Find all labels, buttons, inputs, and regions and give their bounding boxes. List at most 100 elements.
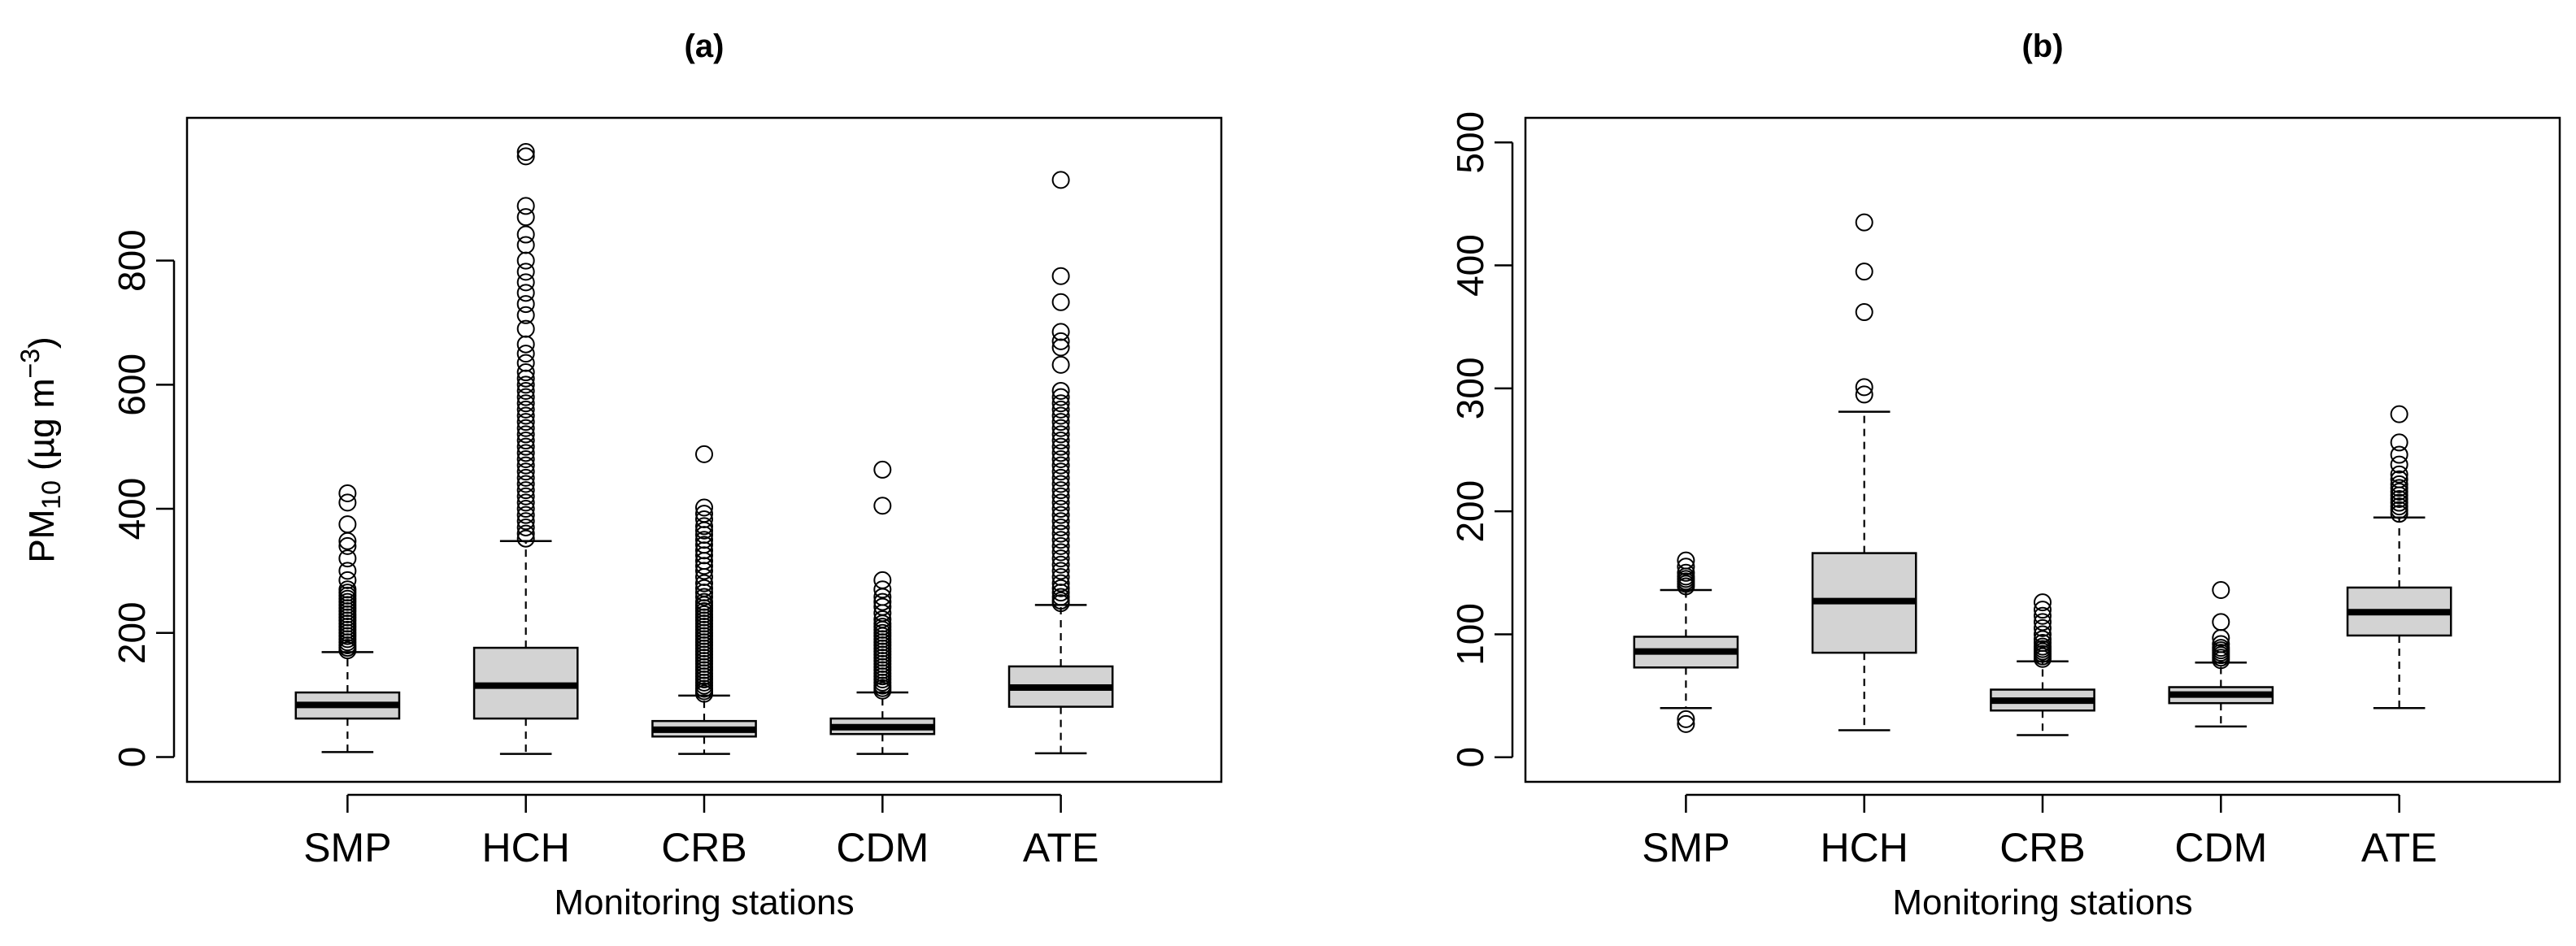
- outlier-point: [1051, 323, 1070, 341]
- outlier-point: [516, 468, 535, 487]
- x-axis-label: Monitoring stations: [554, 883, 854, 922]
- box-ate: [2346, 405, 2452, 710]
- y-tick-label: 400: [1449, 234, 1491, 297]
- outlier-point: [873, 497, 892, 515]
- outlier-point: [516, 481, 535, 500]
- outlier-point: [1855, 378, 1873, 397]
- outlier-point: [1051, 536, 1070, 555]
- outlier-point: [695, 445, 713, 463]
- outlier-point: [1051, 493, 1070, 512]
- x-tick-label-cdm: CDM: [836, 825, 929, 870]
- y-axis-label-unit_close: ): [22, 336, 62, 349]
- box-crb: [651, 445, 757, 755]
- x-axis-label: Monitoring stations: [1892, 883, 2192, 922]
- x-tick-label-smp: SMP: [1642, 825, 1730, 870]
- outlier-point: [516, 375, 535, 394]
- box-smp: [294, 484, 401, 753]
- outlier-point: [516, 381, 535, 400]
- outlier-point: [2390, 465, 2408, 484]
- outlier-point: [1051, 444, 1070, 462]
- outlier-point: [2034, 613, 2052, 631]
- outlier-point: [2390, 445, 2408, 464]
- box-cdm: [829, 460, 936, 755]
- outlier-point: [695, 505, 713, 523]
- box-crb: [1990, 593, 2095, 736]
- panel-title: (b): [2021, 28, 2063, 64]
- outlier-point: [1051, 171, 1070, 189]
- outlier-point: [516, 444, 535, 462]
- outlier-point: [1051, 332, 1070, 350]
- outlier-point: [516, 147, 535, 166]
- x-tick-label-crb: CRB: [661, 825, 747, 870]
- outlier-point: [516, 236, 535, 254]
- outlier-point: [338, 515, 357, 534]
- y-tick-label: 600: [111, 354, 153, 416]
- x-tick-label-ate: ATE: [2361, 825, 2438, 870]
- outlier-point: [695, 584, 713, 602]
- box-hch: [1811, 213, 1917, 731]
- outlier-point: [516, 394, 535, 413]
- x-tick-label-cdm: CDM: [2174, 825, 2267, 870]
- outlier-point: [516, 437, 535, 456]
- outlier-point: [516, 263, 535, 281]
- outlier-point: [695, 536, 713, 554]
- outlier-point: [516, 208, 535, 227]
- outlier-point: [516, 251, 535, 270]
- outlier-point: [1051, 574, 1070, 592]
- outlier-point: [2034, 625, 2052, 644]
- outlier-point: [516, 462, 535, 481]
- y-axis-label-unit_open: (µg m: [22, 378, 62, 480]
- outlier-point: [338, 571, 357, 589]
- outlier-point: [1051, 449, 1070, 468]
- outlier-point: [516, 524, 535, 543]
- outlier-point: [1677, 551, 1695, 570]
- outlier-point: [1677, 563, 1695, 582]
- outlier-point: [2034, 606, 2052, 625]
- outlier-point: [516, 363, 535, 382]
- outlier-point: [516, 197, 535, 215]
- outlier-point: [516, 493, 535, 512]
- outlier-point: [2034, 593, 2052, 612]
- y-axis-label-unit_open: (µg m: [22, 378, 62, 480]
- outlier-point: [1051, 267, 1070, 285]
- outlier-point: [695, 579, 713, 597]
- outlier-point: [1051, 555, 1070, 574]
- outlier-point: [695, 510, 713, 529]
- y-tick-label: 0: [111, 747, 153, 768]
- outlier-point: [1051, 425, 1070, 444]
- y-axis-label-unit_close: ): [22, 336, 62, 349]
- outlier-point: [1051, 579, 1070, 597]
- y-axis-label-subscript: 10: [37, 480, 66, 510]
- outlier-point: [1051, 381, 1070, 400]
- outlier-point: [516, 425, 535, 444]
- outlier-point: [1051, 543, 1070, 562]
- outlier-point: [1051, 437, 1070, 456]
- y-axis-label-subscript: 10: [37, 480, 66, 510]
- outlier-point: [516, 273, 535, 292]
- box-cdm: [2168, 580, 2274, 728]
- outlier-point: [1051, 481, 1070, 500]
- outlier-point: [1051, 394, 1070, 413]
- y-tick-label: 500: [1449, 111, 1491, 174]
- outlier-point: [873, 592, 892, 611]
- outlier-point: [516, 432, 535, 450]
- outlier-point: [1051, 400, 1070, 419]
- y-tick-label: 400: [111, 478, 153, 540]
- outlier-point: [1051, 293, 1070, 311]
- outlier-point: [1051, 468, 1070, 487]
- outlier-point: [516, 400, 535, 419]
- x-tick-label-hch: HCH: [482, 825, 570, 870]
- outlier-point: [1677, 714, 1695, 733]
- outlier-point: [516, 512, 535, 531]
- outlier-point: [695, 588, 713, 606]
- outlier-point: [516, 345, 535, 363]
- outlier-point: [1051, 518, 1070, 536]
- y-axis-label-prefix: PM: [22, 510, 62, 563]
- outlier-point: [873, 460, 892, 479]
- outlier-point: [2390, 455, 2408, 474]
- box-hch: [472, 142, 579, 755]
- outlier-point: [1051, 406, 1070, 425]
- outlier-point: [1051, 506, 1070, 524]
- plot-frame: [1524, 116, 2561, 783]
- outlier-point: [516, 142, 535, 161]
